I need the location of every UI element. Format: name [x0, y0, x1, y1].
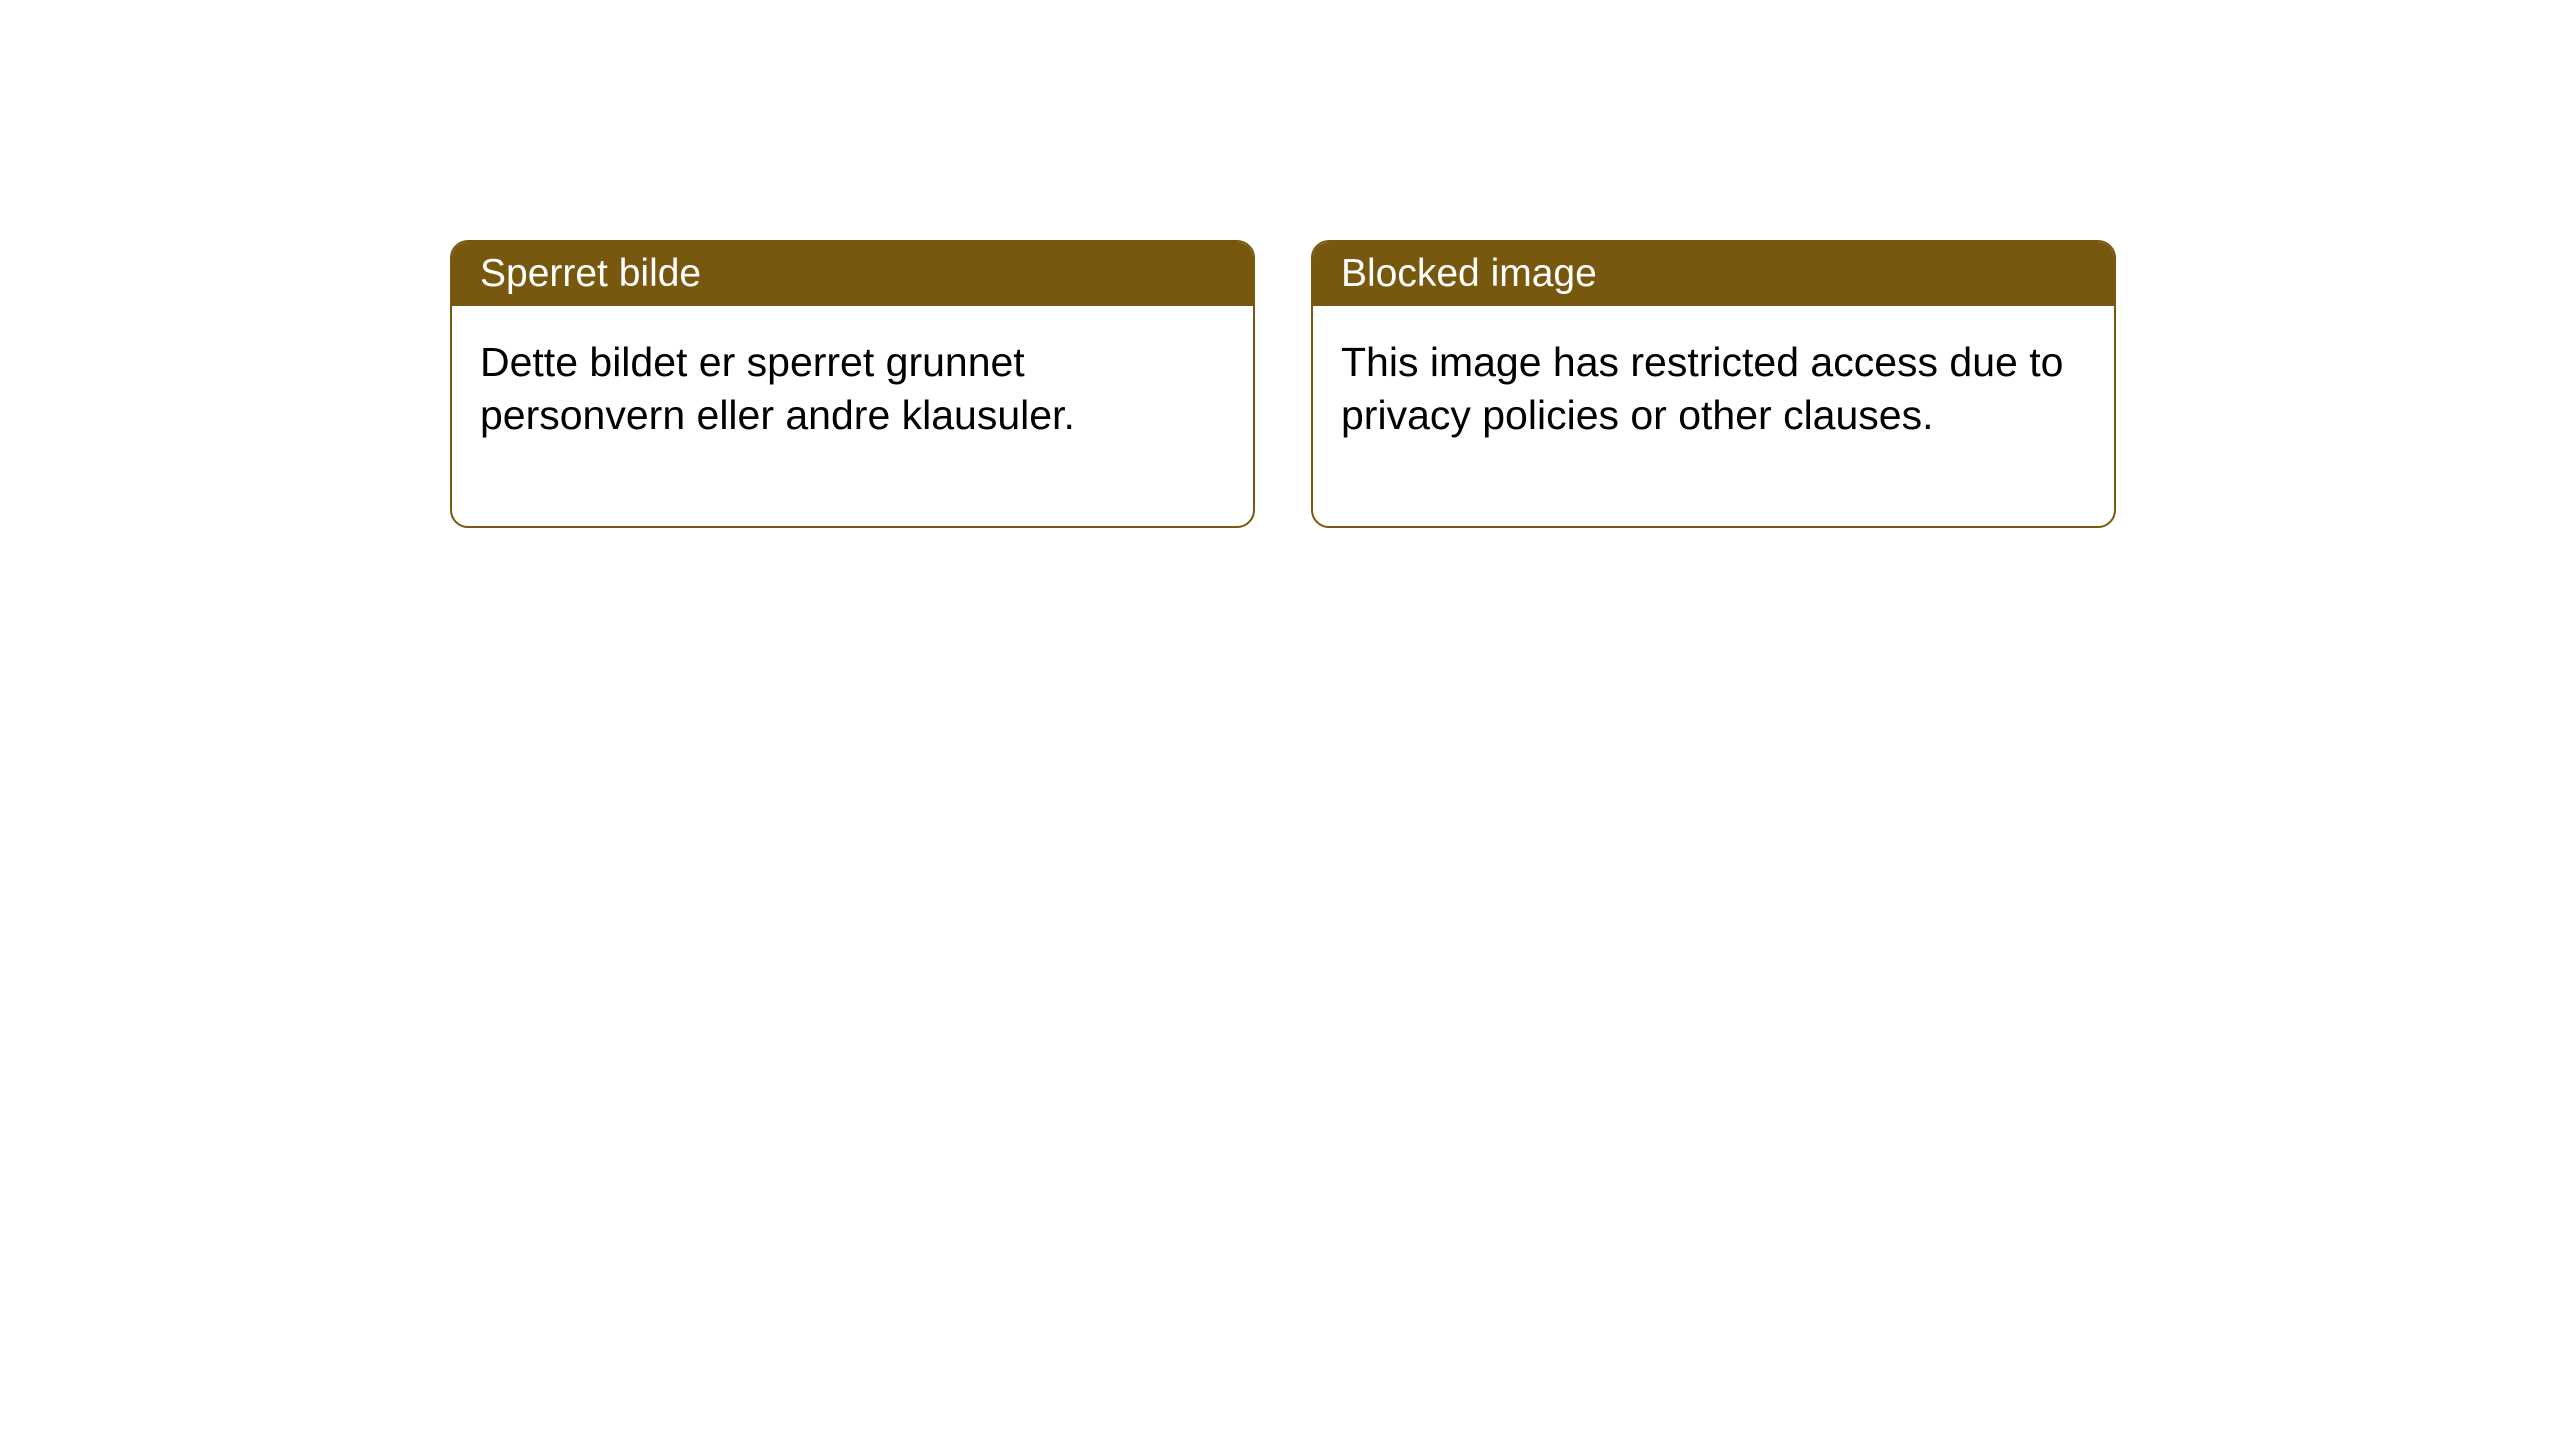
- notice-body: This image has restricted access due to …: [1313, 306, 2114, 526]
- notices-container: Sperret bilde Dette bildet er sperret gr…: [0, 0, 2560, 528]
- notice-header: Blocked image: [1313, 242, 2114, 306]
- notice-box-english: Blocked image This image has restricted …: [1311, 240, 2116, 528]
- notice-box-norwegian: Sperret bilde Dette bildet er sperret gr…: [450, 240, 1255, 528]
- notice-body: Dette bildet er sperret grunnet personve…: [452, 306, 1253, 526]
- notice-header: Sperret bilde: [452, 242, 1253, 306]
